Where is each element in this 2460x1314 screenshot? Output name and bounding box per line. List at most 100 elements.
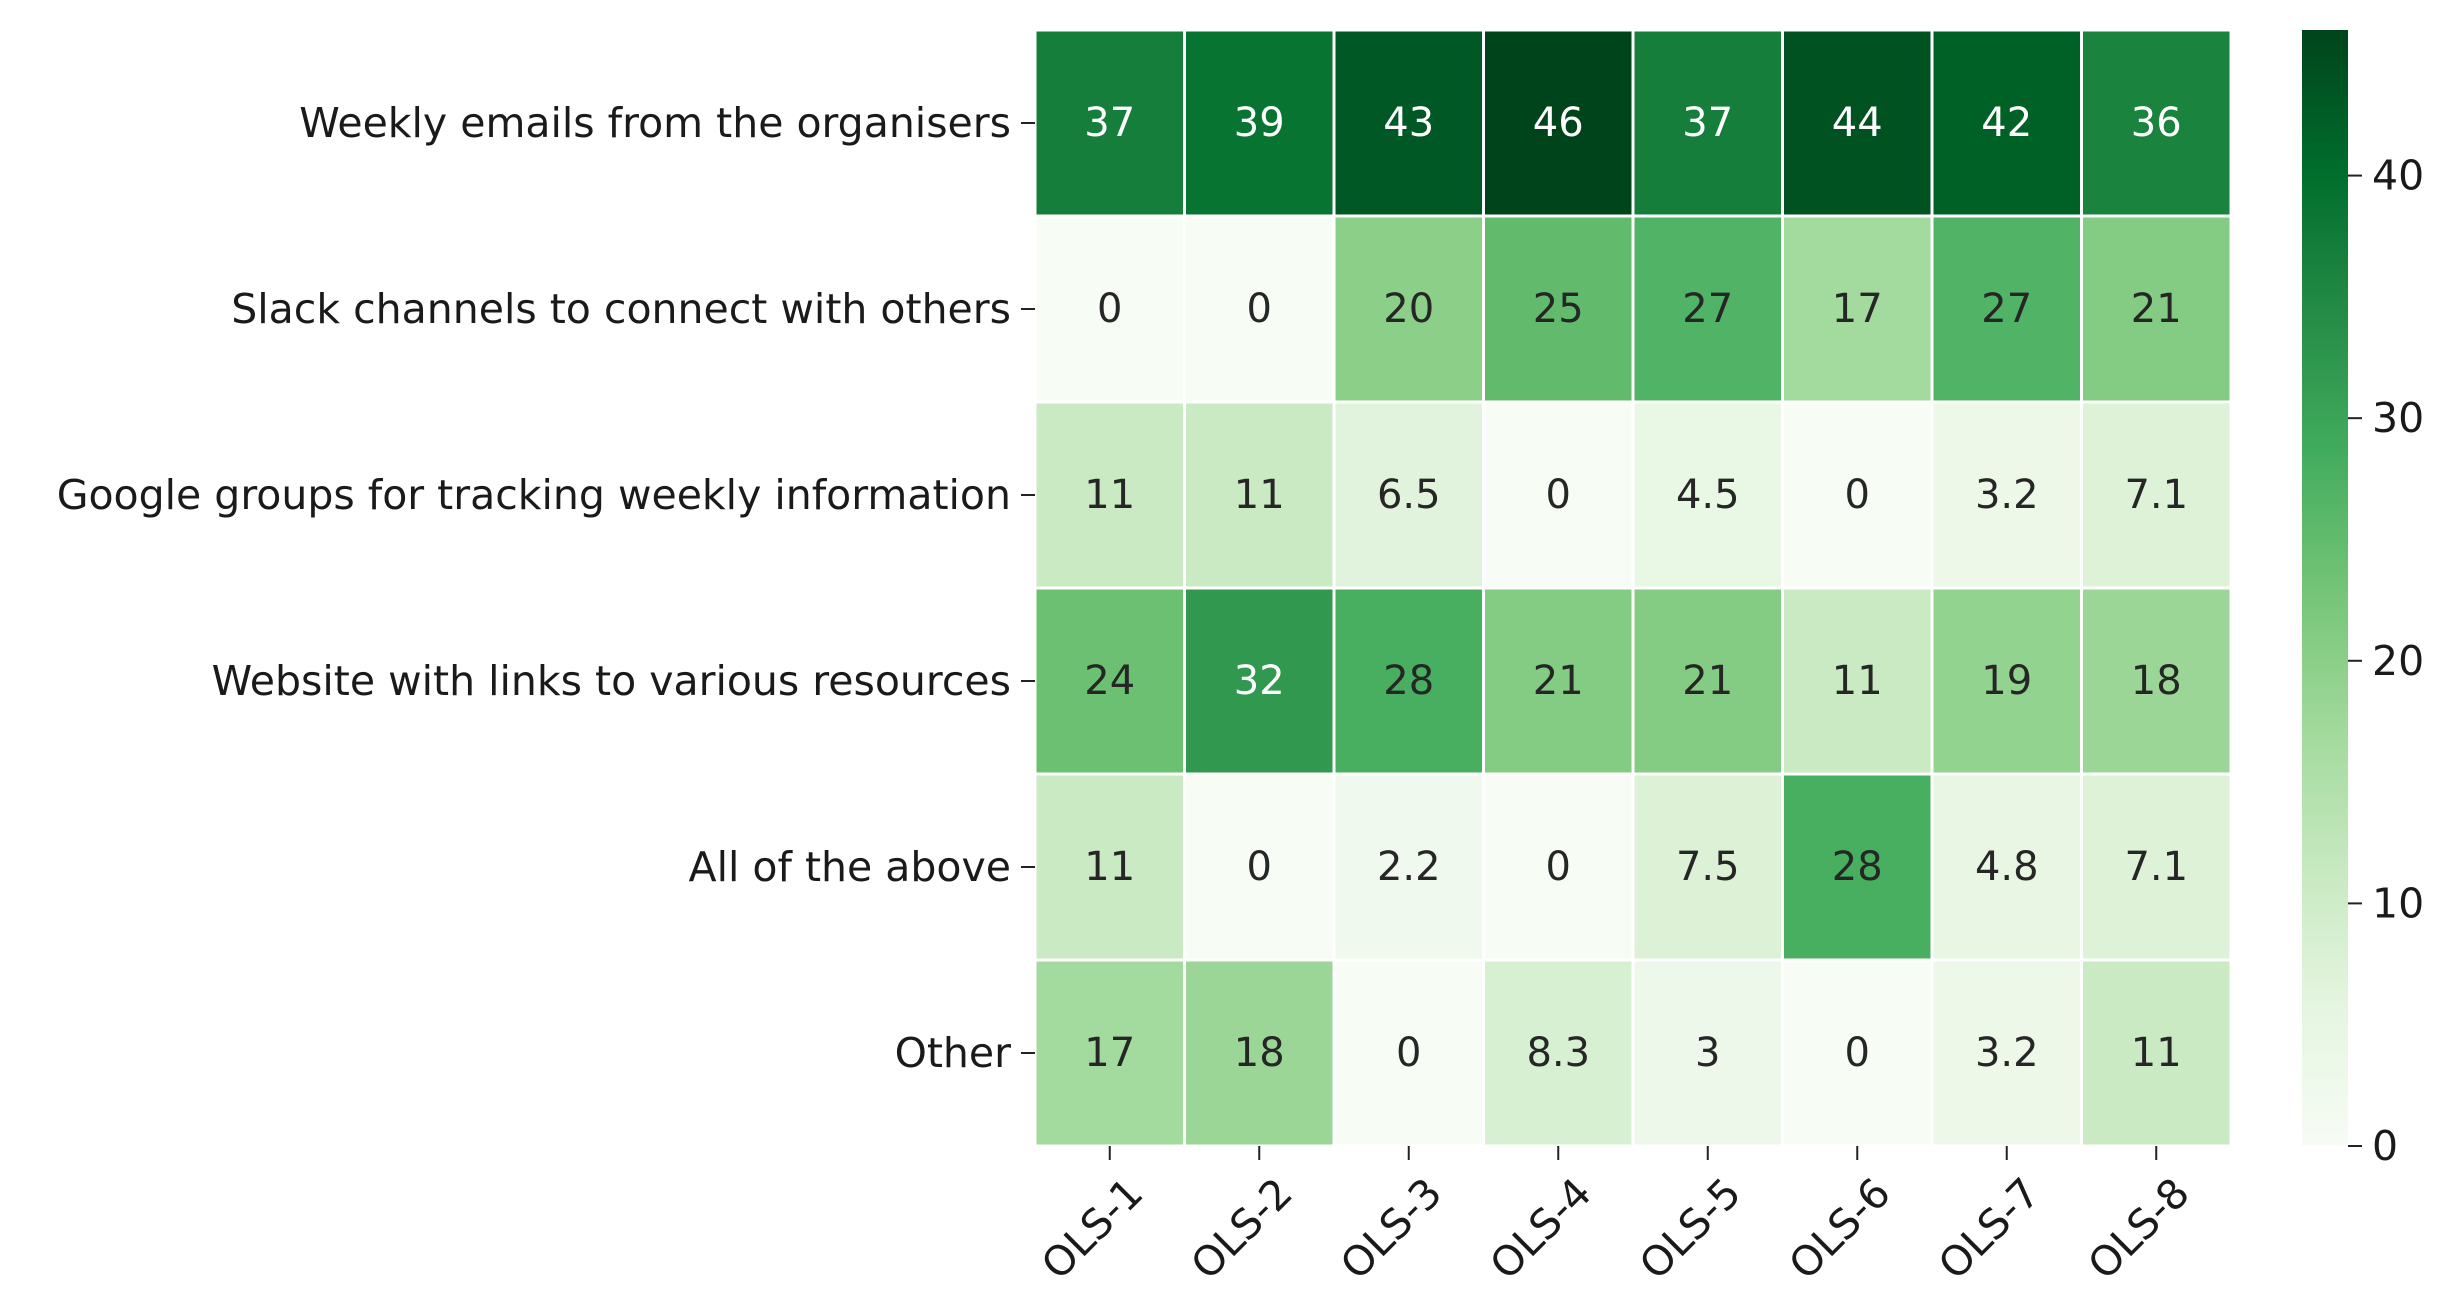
cell-value-label: 17 (1084, 1030, 1135, 1076)
cell-value-label: 6.5 (1377, 472, 1441, 518)
cell-value-label: 3.2 (1975, 472, 2039, 518)
y-tick-label: All of the above (689, 843, 1011, 891)
cell-value-label: 17 (1832, 286, 1883, 332)
heatmap-cell (2083, 961, 2230, 1145)
heatmap-cell (1335, 217, 1482, 401)
heatmap-cell (1784, 961, 1931, 1145)
heatmap-cell (1036, 31, 1183, 215)
heatmap-cell (1036, 217, 1183, 401)
cell-value-label: 24 (1084, 658, 1135, 704)
heatmap-cell (1485, 217, 1632, 401)
cell-value-label: 7.5 (1676, 844, 1740, 890)
cell-value-label: 36 (2131, 100, 2182, 146)
y-tick-label: Weekly emails from the organisers (299, 99, 1011, 147)
cell-value-label: 32 (1234, 658, 1285, 704)
heatmap-cell (1485, 403, 1632, 587)
heatmap-cell (1036, 403, 1183, 587)
cell-value-label: 43 (1383, 100, 1434, 146)
cell-value-label: 25 (1533, 286, 1584, 332)
x-tick-label: OLS-2 (1182, 1169, 1302, 1289)
x-tick-label: OLS-4 (1481, 1169, 1601, 1289)
x-tick-label: OLS-5 (1630, 1169, 1750, 1289)
heatmap-cell (1335, 403, 1482, 587)
heatmap-cell (1634, 775, 1781, 959)
heatmap-cells: 37 39 43 46 37 44 42 36 0 0 20 25 27 17 27 21 11 11 6.5 0 4.… (1036, 31, 2230, 1145)
cell-value-label: 11 (1084, 844, 1135, 890)
cell-value-label: 7.1 (2124, 844, 2188, 890)
heatmap-cell (1036, 961, 1183, 1145)
heatmap-cell (1634, 403, 1781, 587)
heatmap-cell (1933, 589, 2080, 773)
cell-value-label: 19 (1981, 658, 2032, 704)
x-tick-label: OLS-6 (1780, 1169, 1900, 1289)
cell-value-label: 11 (1084, 472, 1135, 518)
cell-value-label: 37 (1084, 100, 1135, 146)
cell-value-label: 42 (1981, 100, 2032, 146)
cell-value-label: 27 (1981, 286, 2032, 332)
cell-value-label: 0 (1546, 844, 1571, 890)
heatmap-cell (1485, 31, 1632, 215)
heatmap-cell (1933, 403, 2080, 587)
heatmap-cell (1485, 589, 1632, 773)
cell-value-label: 11 (2131, 1030, 2182, 1076)
colorbar-tick-label: 0 (2372, 1122, 2398, 1170)
heatmap-cell (1634, 589, 1781, 773)
heatmap-cell (2083, 775, 2230, 959)
cell-value-label: 0 (1097, 286, 1122, 332)
heatmap-cell (1335, 775, 1482, 959)
heatmap-cell (1784, 217, 1931, 401)
heatmap-cell (1485, 961, 1632, 1145)
cell-value-label: 0 (1396, 1030, 1421, 1076)
cell-value-label: 4.8 (1975, 844, 2039, 890)
x-tick-label: OLS-8 (2079, 1169, 2199, 1289)
x-tick-label: OLS-3 (1331, 1169, 1451, 1289)
heatmap-cell (1933, 775, 2080, 959)
cell-value-label: 46 (1533, 100, 1584, 146)
x-axis: OLS-1 OLS-2 OLS-3 OLS-4 OLS-5 OLS-6 OLS-7 OLS-8 (1032, 1146, 2199, 1289)
cell-value-label: 3 (1695, 1030, 1720, 1076)
y-tick-label: Slack channels to connect with others (231, 285, 1011, 333)
colorbar-tick-label: 20 (2372, 637, 2424, 685)
heatmap-cell (1335, 589, 1482, 773)
cell-value-label: 0 (1247, 844, 1272, 890)
heatmap-cell (1784, 403, 1931, 587)
y-tick-label: Google groups for tracking weekly inform… (57, 471, 1011, 519)
cell-value-label: 28 (1383, 658, 1434, 704)
cell-value-label: 20 (1383, 286, 1434, 332)
heatmap-cell (1784, 589, 1931, 773)
heatmap-cell (1186, 589, 1333, 773)
cell-value-label: 37 (1682, 100, 1733, 146)
cell-value-label: 18 (1234, 1030, 1285, 1076)
colorbar-tick-label: 30 (2372, 394, 2424, 442)
heatmap-cell (1634, 217, 1781, 401)
cell-value-label: 0 (1247, 286, 1272, 332)
cell-value-label: 11 (1832, 658, 1883, 704)
heatmap-cell (1036, 775, 1183, 959)
heatmap-cell (1186, 217, 1333, 401)
heatmap-cell (1933, 217, 2080, 401)
heatmap-cell (1186, 775, 1333, 959)
colorbar: 0 10 20 30 40 (2302, 30, 2424, 1170)
cell-value-label: 8.3 (1526, 1030, 1590, 1076)
heatmap-cell (1335, 961, 1482, 1145)
heatmap-cell (1186, 403, 1333, 587)
heatmap-cell (2083, 31, 2230, 215)
colorbar-ticks: 0 10 20 30 40 (2348, 152, 2424, 1170)
cell-value-label: 21 (1533, 658, 1584, 704)
cell-value-label: 21 (2131, 286, 2182, 332)
heatmap-cell (1784, 775, 1931, 959)
heatmap-cell (1933, 961, 2080, 1145)
cell-value-label: 7.1 (2124, 472, 2188, 518)
cell-value-label: 0 (1546, 472, 1571, 518)
y-tick-label: Website with links to various resources (212, 657, 1011, 705)
heatmap-cell (1186, 31, 1333, 215)
x-tick-label: OLS-1 (1032, 1169, 1152, 1289)
cell-value-label: 4.5 (1676, 472, 1740, 518)
colorbar-tick-label: 40 (2372, 152, 2424, 200)
heatmap-cell (1036, 589, 1183, 773)
heatmap-cell (2083, 403, 2230, 587)
cell-value-label: 3.2 (1975, 1030, 2039, 1076)
heatmap-cell (1634, 961, 1781, 1145)
cell-value-label: 2.2 (1377, 844, 1441, 890)
